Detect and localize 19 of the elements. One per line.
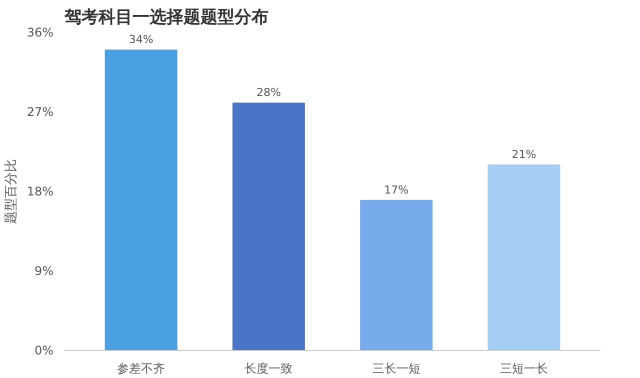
bar	[360, 200, 433, 350]
data-label: 21%	[512, 148, 536, 161]
y-tick-label: 27%	[26, 105, 54, 119]
data-label: 28%	[256, 86, 281, 100]
bar	[104, 50, 178, 350]
chart-title: 驾考科目一选择题题型分布	[64, 8, 268, 28]
data-label: 34%	[128, 33, 154, 46]
y-axis-title: 题型百分比	[4, 159, 19, 224]
x-tick-label: 三长一短	[372, 362, 420, 376]
data-label: 17%	[384, 183, 409, 196]
bar	[488, 164, 560, 350]
y-tick-label: 9%	[34, 264, 54, 278]
x-tick-label: 参差不齐	[117, 362, 166, 376]
y-tick-label: 36%	[26, 26, 54, 40]
y-tick-label: 18%	[26, 184, 54, 198]
x-tick-label: 长度一致	[244, 362, 293, 376]
y-tick-label: 0%	[34, 344, 54, 358]
bar	[232, 102, 305, 350]
x-tick-label: 三短一长	[500, 362, 548, 376]
